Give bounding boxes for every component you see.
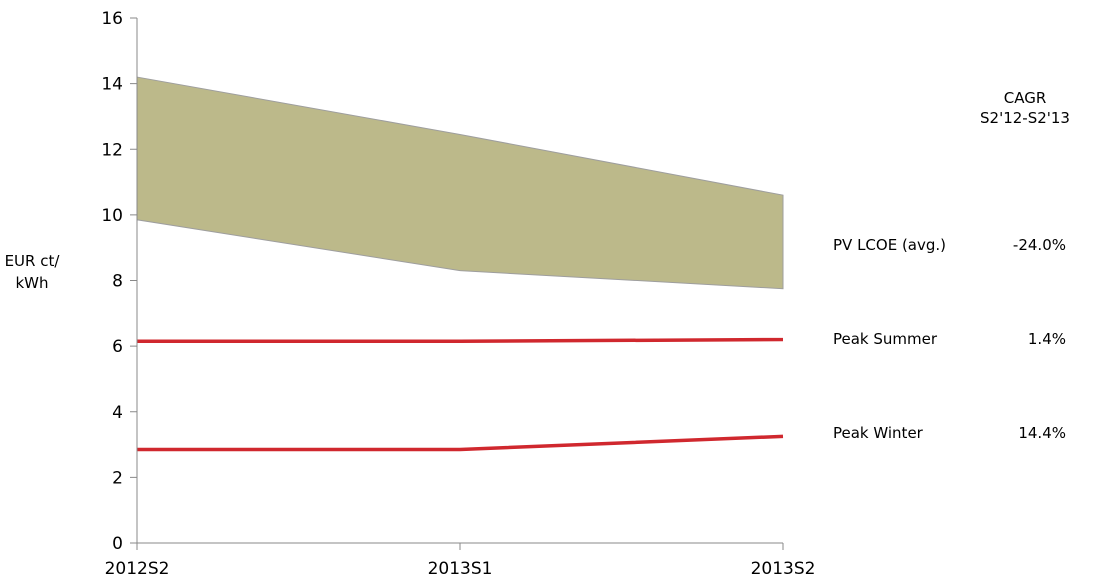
cagr-header: CAGR S2'12-S2'13 [960,88,1090,128]
x-tick-labels: 2012S2 2013S1 2013S2 [105,543,816,579]
y-axis-label-line-1: EUR ct/ [4,252,60,270]
pv-lcoe-avg-cagr-value: -24.0% [1013,236,1066,254]
series-lines-layer [137,337,784,452]
pv-lcoe-band [136,76,784,290]
y-tick-label: 4 [112,403,123,423]
y-tick-label: 6 [112,337,123,357]
y-tick-label: 14 [101,75,123,95]
x-tick-label: 2013S1 [428,559,493,579]
y-tick-label: 10 [101,206,123,226]
cagr-header-title: CAGR [1003,89,1047,107]
peak-summer-cagr-value: 1.4% [1028,330,1066,348]
y-tick-label: 16 [101,9,123,29]
y-axis-label: EUR ct/ kWh [0,250,64,294]
pv-lcoe-band-layer [136,76,784,290]
y-tick-label: 2 [112,468,123,488]
pv-lcoe-avg-label: PV LCOE (avg.) [833,236,946,254]
x-tick-label: 2012S2 [105,559,170,579]
y-tick-label: 8 [112,272,123,292]
y-tick-label: 0 [112,534,123,554]
peak-winter-label: Peak Winter [833,424,924,442]
peak-summer-label: Peak Summer [833,330,938,348]
peak-winter-line [137,434,784,452]
y-tick-labels: 0 2 4 6 8 10 12 14 16 [101,9,137,554]
series-labels: PV LCOE (avg.) -24.0% Peak Summer 1.4% Peak … [833,236,1066,442]
peak-winter-cagr-value: 14.4% [1018,424,1066,442]
x-tick-label: 2013S2 [751,559,816,579]
y-axis-label-line-2: kWh [15,274,49,292]
peak-summer-line [137,337,784,343]
y-tick-label: 12 [101,140,123,160]
cagr-header-period: S2'12-S2'13 [980,109,1070,127]
